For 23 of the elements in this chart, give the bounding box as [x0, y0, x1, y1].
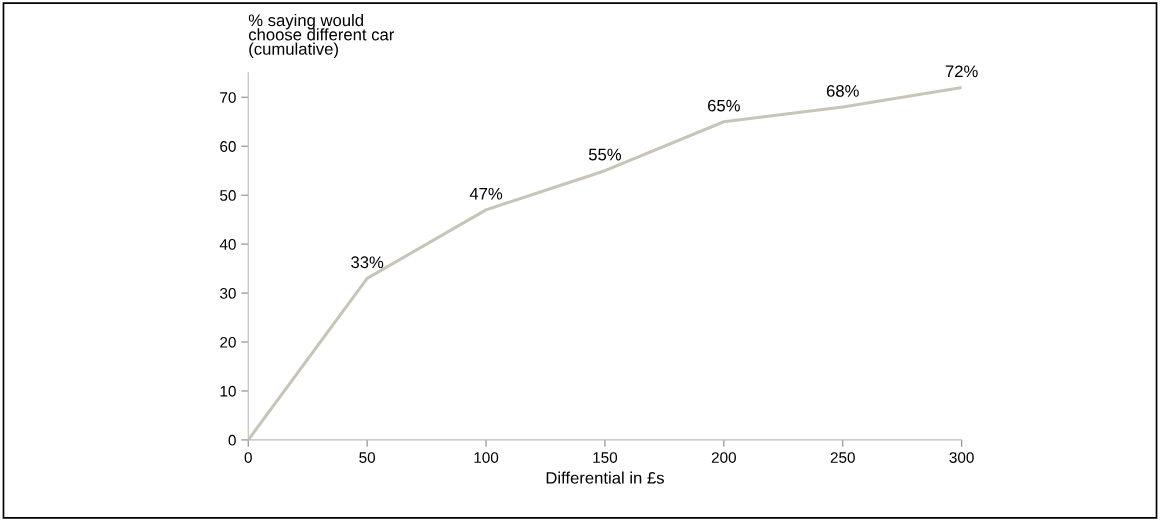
data-label: 33%	[351, 256, 384, 269]
y-tick-label: 70	[220, 92, 236, 103]
x-tick-label: 250	[830, 452, 855, 463]
y-tick-label: 50	[220, 190, 236, 201]
x-tick-label: 150	[593, 452, 618, 463]
y-tick-label: 40	[219, 238, 236, 250]
y-tick-label: 0	[228, 434, 236, 446]
y-tick-label: 60	[220, 141, 236, 152]
data-label: 72%	[945, 65, 978, 78]
x-tick-label: 0	[244, 452, 252, 463]
x-tick-label: 100	[474, 452, 499, 463]
x-tick-label: 50	[359, 452, 376, 463]
y-tick-label: 10	[220, 385, 236, 397]
y-tick-label: 20	[220, 336, 236, 348]
data-label: 65%	[708, 99, 740, 112]
x-tick-label: 200	[711, 452, 736, 463]
data-label: 68%	[826, 85, 859, 97]
y-tick-label: 30	[220, 287, 236, 299]
x-tick-label: 300	[949, 452, 974, 463]
data-label: 47%	[469, 187, 503, 200]
y-axis-title: % saying would choose different car (cumulative)	[248, 13, 395, 59]
data-label: 55%	[588, 148, 622, 161]
x-axis-title: Differential in £s	[546, 471, 664, 484]
